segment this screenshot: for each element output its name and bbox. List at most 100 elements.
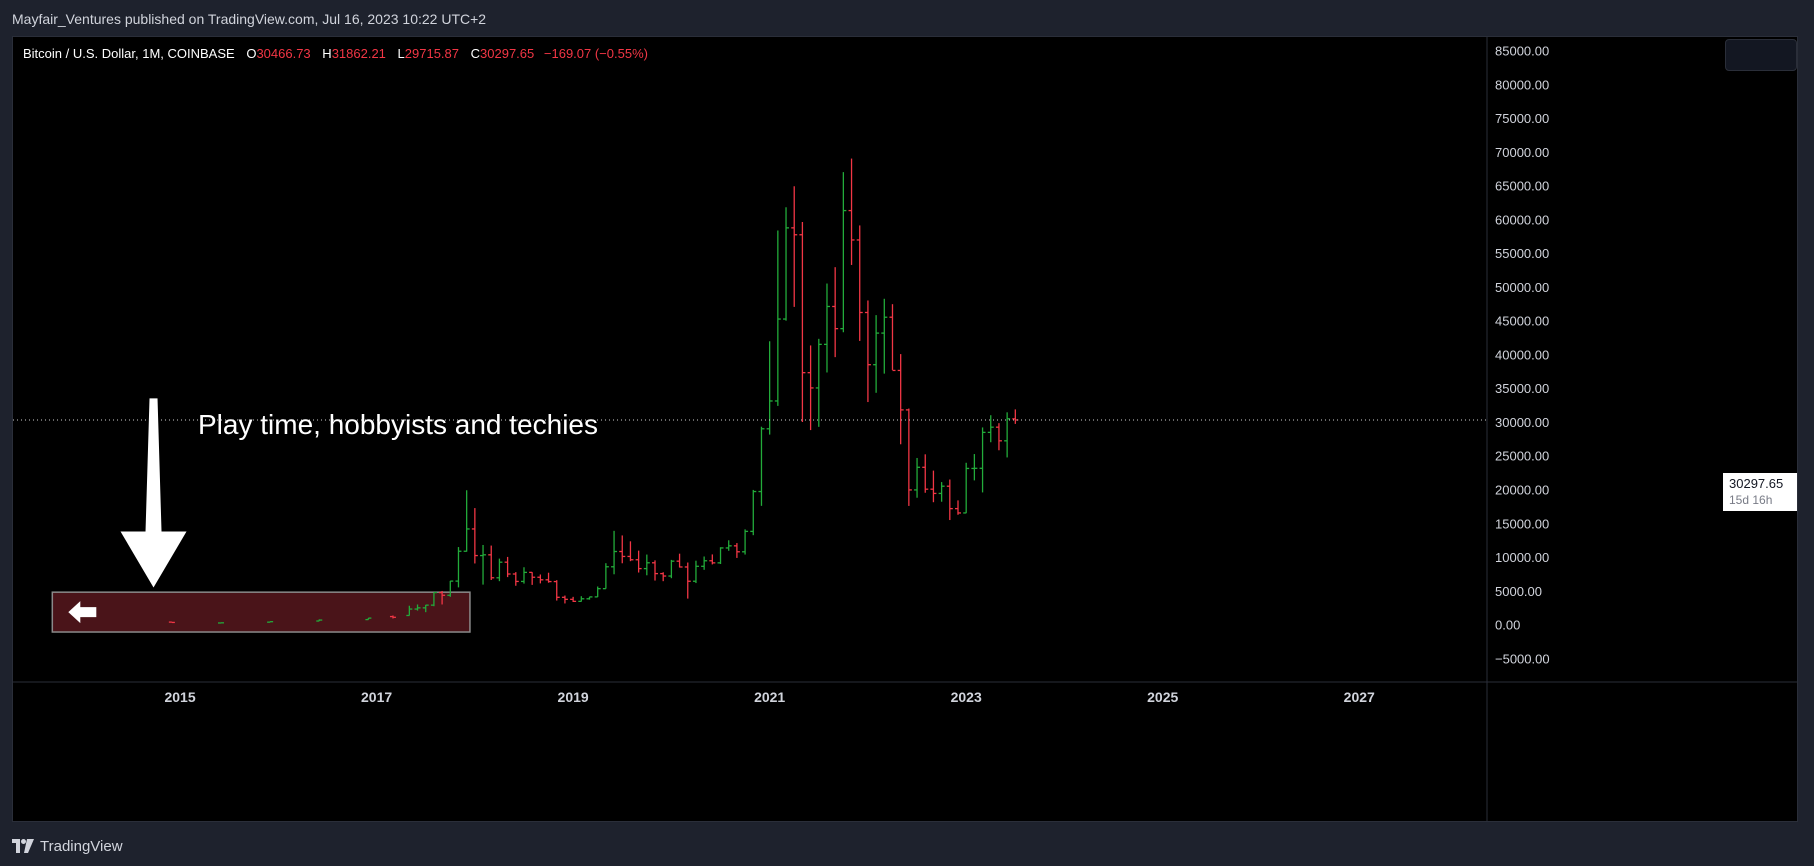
ohlc-bar xyxy=(815,338,822,427)
published-by-text: Mayfair_Ventures published on TradingVie… xyxy=(12,11,487,27)
ohlc-bar xyxy=(537,574,544,584)
ohlc-bar xyxy=(365,617,372,621)
ohlc-bar xyxy=(512,572,519,586)
ohlc-bar xyxy=(406,605,413,617)
ohlc-bar xyxy=(561,595,568,604)
ohlc-bar xyxy=(881,298,888,374)
y-tick-label: 25000.00 xyxy=(1495,449,1549,464)
ohlc-bar xyxy=(668,559,675,579)
ohlc-bar xyxy=(529,571,536,585)
ohlc-bar xyxy=(897,354,904,445)
ohlc-bar xyxy=(963,462,970,514)
ohlc-bar xyxy=(447,580,454,597)
low-value: 29715.87 xyxy=(404,46,460,61)
bar-countdown: 15d 16h xyxy=(1729,493,1773,507)
y-tick-label: 20000.00 xyxy=(1495,483,1549,498)
ohlc-bar xyxy=(774,230,781,406)
y-tick-label: 10000.00 xyxy=(1495,550,1549,565)
open-value: 30466.73 xyxy=(256,46,311,61)
y-tick-label: 65000.00 xyxy=(1495,179,1549,194)
last-price-tag: 30297.65 15d 16h xyxy=(1723,473,1797,511)
chart-panel[interactable]: 85000.00 80000.00 75000.00 70000.00 65000.00… xyxy=(12,36,1798,822)
ohlc-bar xyxy=(439,590,446,605)
ohlc-bar xyxy=(463,490,470,552)
ohlc-bar xyxy=(578,596,585,603)
ohlc-bar xyxy=(987,415,994,443)
ohlc-bar xyxy=(586,596,593,600)
x-tick-label: 2023 xyxy=(951,689,982,705)
tradingview-brand[interactable]: TradingView xyxy=(40,837,123,855)
ohlc-bar xyxy=(635,550,642,573)
ohlc-bar xyxy=(267,621,274,623)
y-tick-label: 35000.00 xyxy=(1495,381,1549,396)
ohlc-bar xyxy=(692,560,699,584)
ohlc-bar xyxy=(922,454,929,493)
btc-monthly-chart[interactable]: 85000.00 80000.00 75000.00 70000.00 65000.00… xyxy=(13,37,1798,822)
ohlc-bar xyxy=(914,457,921,498)
y-tick-label: 50000.00 xyxy=(1495,280,1549,295)
ohlc-bar xyxy=(627,541,634,562)
ohlc-bar xyxy=(848,158,855,265)
ohlc-bar xyxy=(643,554,650,576)
ohlc-bar xyxy=(488,545,495,581)
last-price-value: 30297.65 xyxy=(1729,476,1784,491)
ohlc-bar xyxy=(316,619,323,622)
x-tick-label: 2017 xyxy=(361,689,392,705)
ohlc-bar xyxy=(979,427,986,493)
x-tick-label: 2025 xyxy=(1147,689,1178,705)
close-value: 30297.65 xyxy=(480,46,535,61)
ohlc-bar xyxy=(807,345,814,431)
ohlc-bar xyxy=(832,267,839,358)
ohlc-bar xyxy=(823,283,830,373)
ohlc-bar xyxy=(430,591,437,607)
ohlc-bar xyxy=(954,500,961,515)
y-tick-label: 60000.00 xyxy=(1495,212,1549,227)
high-label: H xyxy=(322,46,332,61)
ohlc-bar xyxy=(938,482,945,502)
annotation-text[interactable]: Play time, hobbyists and techies xyxy=(198,409,598,440)
ohlc-bar xyxy=(717,547,724,565)
left-arrow-icon xyxy=(68,601,97,624)
ohlc-bar xyxy=(422,604,429,613)
ohlc-bar xyxy=(840,172,847,333)
range-zone xyxy=(51,591,471,633)
ohlc-bar xyxy=(602,563,609,590)
ohlc-bar xyxy=(652,560,659,581)
ohlc-bar xyxy=(676,553,683,568)
ohlc-bar xyxy=(594,586,601,598)
ohlc-bar xyxy=(856,225,863,341)
ohlc-bar xyxy=(733,543,740,558)
chart-settings-button[interactable] xyxy=(1725,39,1797,71)
ohlc-bar xyxy=(168,621,175,624)
ohlc-bar xyxy=(971,454,978,481)
ohlc-bar xyxy=(455,547,462,588)
low-label: L xyxy=(397,46,405,61)
ohlc-bar xyxy=(553,580,560,601)
ohlc-bar xyxy=(930,470,937,503)
ohlc-bar xyxy=(995,423,1002,451)
down-arrow-icon xyxy=(120,398,187,588)
symbol-name[interactable]: Bitcoin / U.S. Dollar, 1M, COINBASE xyxy=(23,46,235,61)
y-tick-label: 55000.00 xyxy=(1495,246,1549,261)
ohlc-bar xyxy=(619,535,626,564)
ohlc-bar xyxy=(471,508,478,564)
close-label: C xyxy=(470,46,481,61)
y-tick-label: 85000.00 xyxy=(1495,44,1549,59)
ohlc-bar xyxy=(791,186,798,307)
change-value: −169.07 (−0.55%) xyxy=(543,46,648,61)
footer-branding: TradingView xyxy=(12,834,123,858)
ohlc-bar xyxy=(480,544,487,585)
y-tick-label: 80000.00 xyxy=(1495,77,1549,92)
ohlc-bar xyxy=(504,556,511,578)
y-tick-label: 45000.00 xyxy=(1495,314,1549,329)
x-tick-label: 2021 xyxy=(754,689,785,705)
y-tick-label: 0.00 xyxy=(1495,618,1520,633)
x-tick-label: 2019 xyxy=(558,689,589,705)
ohlc-bar xyxy=(389,615,396,619)
ohlc-bar xyxy=(701,556,708,570)
ohlc-bar xyxy=(1004,412,1011,458)
ohlc-bar xyxy=(946,479,953,521)
ohlc-bar xyxy=(864,300,871,403)
ohlc-bar xyxy=(783,207,790,321)
ohlc-bar xyxy=(750,489,757,536)
